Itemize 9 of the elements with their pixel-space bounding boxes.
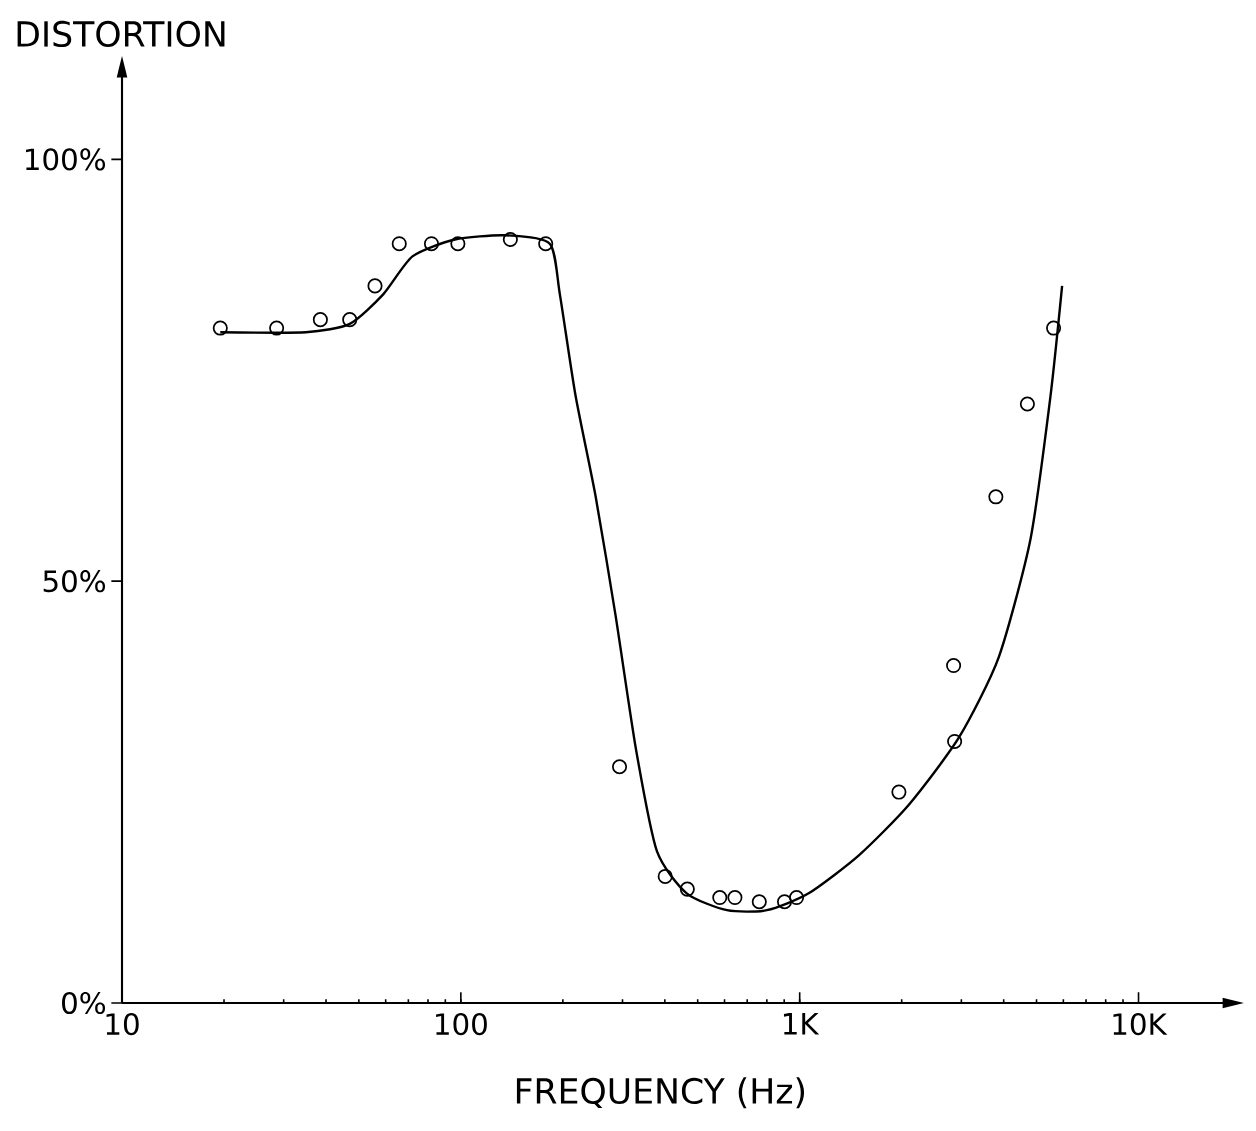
y-tick-label: 100% [26,148,106,171]
x-tick-label: 10K [1113,1013,1168,1036]
y-tick-label: 0% [62,991,106,1015]
x-tick-label: 10 [106,1013,139,1036]
y-axis-title: DISTORTION [17,20,225,48]
x-tick-label: 1K [783,1013,820,1035]
x-tick-label: 100 [436,1013,487,1036]
x-axis-title: FREQUENCY (Hz) [516,1077,805,1109]
y-tick-label: 50% [43,570,106,593]
